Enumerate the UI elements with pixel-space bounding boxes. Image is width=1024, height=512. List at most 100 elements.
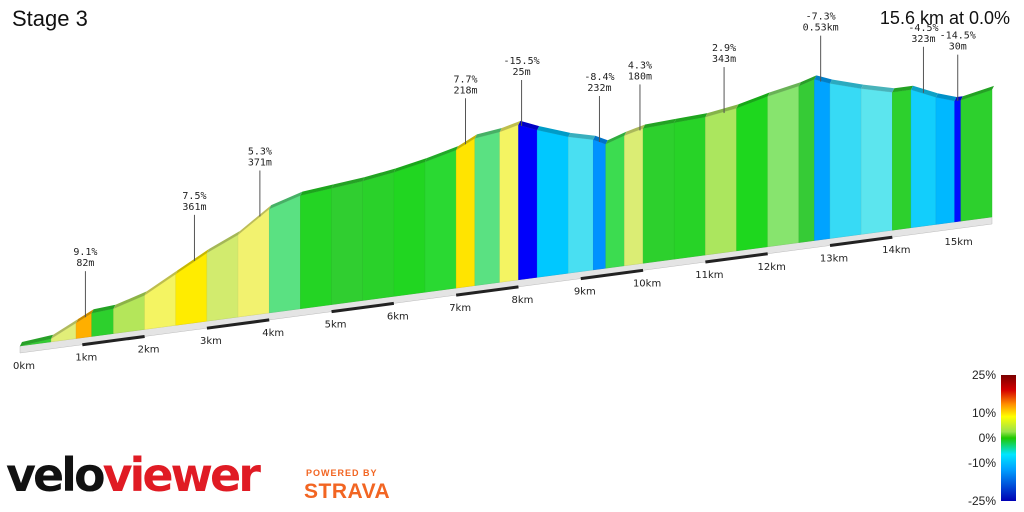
annotation-length: 323m [911, 34, 935, 45]
stage-title: Stage 3 [12, 6, 88, 31]
profile-segment [642, 122, 675, 264]
profile-top-segment [960, 85, 994, 101]
profile-top-segment [861, 84, 895, 93]
profile-top-segment [238, 205, 272, 235]
annotation-length: 371m [248, 158, 272, 169]
profile-segment [829, 83, 862, 239]
annotation-length: 0.53km [803, 23, 839, 34]
profile-segment [455, 138, 476, 289]
annotation-length: 180m [628, 71, 652, 82]
km-band [455, 285, 519, 297]
profile-segment [960, 89, 993, 222]
profile-top-segment [113, 291, 147, 309]
annotation-grade: 2.9% [712, 43, 736, 54]
profile-top-segment [175, 248, 209, 275]
profile-top-segment [798, 75, 817, 87]
profile-top-segment [91, 304, 116, 314]
profile-top-segment [537, 126, 571, 137]
profile-segment [705, 108, 737, 256]
km-tick-label: 8km [512, 295, 534, 306]
profile-segment [474, 131, 500, 286]
legend-label: -25% [967, 494, 996, 508]
powered-by-label: POWERED BY [306, 468, 378, 478]
profile-top-segment [593, 135, 608, 145]
profile-top-segment [474, 127, 502, 139]
profile-top-segment [331, 177, 365, 189]
km-tick-label: 3km [200, 336, 222, 347]
logo-velo-text: velo [6, 448, 106, 502]
profile-segment [499, 124, 519, 283]
km-tick-label: 11km [695, 270, 723, 281]
profile-segment [593, 139, 606, 271]
veloviewer-logo: veloviewer [6, 452, 261, 498]
profile-top-segment [767, 82, 801, 97]
profile-segment [175, 252, 208, 326]
km-band [206, 318, 270, 330]
profile-segments [19, 79, 993, 347]
profile-top-segment [393, 158, 427, 173]
profile-segment [362, 172, 395, 301]
profile-segment [50, 322, 77, 343]
profile-top-segment [911, 85, 938, 98]
profile-top-surface [20, 75, 994, 346]
annotation-grade: 7.7% [453, 74, 477, 85]
profile-top-segment [674, 113, 708, 123]
annotation-grade: 9.1% [73, 247, 97, 258]
profile-segment [892, 89, 912, 231]
annotation-length: 30m [949, 42, 967, 53]
km-tick-label: 13km [820, 254, 848, 265]
profile-top-segment [954, 96, 963, 102]
annotation-grade: -15.5% [504, 56, 540, 67]
profile-top-segment [935, 93, 957, 102]
km-tick-label: 1km [75, 353, 97, 364]
profile-segment [935, 97, 955, 225]
profile-segment [814, 79, 831, 241]
legend-label: 0% [978, 431, 996, 445]
gradient-annotations: 9.1%82m 7.5%361m 5.3%371m 7.7%218m -15.5%25m… [73, 12, 976, 318]
profile-segment [954, 100, 962, 223]
profile-segment [393, 161, 426, 297]
profile-segment [624, 128, 644, 267]
profile-top-segment [144, 270, 178, 296]
km-tick-label: 0km [13, 361, 35, 372]
profile-top-segment [643, 118, 677, 129]
profile-segment [536, 129, 569, 278]
profile-top-segment [300, 184, 334, 196]
annotation-grade: -8.4% [584, 72, 614, 83]
profile-segment [331, 180, 363, 305]
km-band [580, 268, 644, 281]
profile-segment [674, 116, 706, 260]
annotation-grade: -4.5% [908, 23, 938, 34]
profile-top-segment [736, 92, 770, 109]
km-band [331, 301, 395, 314]
km-tick-label: 14km [882, 245, 910, 256]
annotation-grade: -7.3% [806, 12, 836, 23]
profile-top-segment [456, 134, 477, 151]
annotation-length: 232m [587, 83, 611, 94]
profile-segment [767, 85, 800, 247]
profile-top-segment [76, 309, 94, 324]
km-tick-label: 10km [633, 278, 661, 289]
logo-viewer-text: viewer [102, 448, 261, 502]
profile-segment [300, 188, 332, 310]
profile-top-segment [51, 319, 79, 339]
profile-segment [518, 124, 538, 281]
annotation-grade: -14.5% [940, 31, 976, 42]
profile-segment [736, 96, 768, 252]
profile-segment [91, 308, 114, 337]
legend-label: 25% [971, 368, 996, 382]
profile-segment [568, 136, 594, 274]
profile-top-segment [362, 168, 396, 182]
km-band [82, 334, 145, 347]
km-tick-label: 2km [138, 344, 160, 355]
profile-segment [860, 88, 893, 235]
km-band [829, 235, 893, 247]
profile-top-segment [830, 79, 864, 89]
annotation-length: 82m [76, 258, 94, 269]
route-summary: 15.6 km at 0.0% [879, 8, 1010, 28]
annotation-length: 361m [182, 202, 206, 213]
profile-top-segment [425, 146, 459, 163]
profile-top-segment [518, 120, 540, 131]
profile-segment [269, 195, 301, 314]
